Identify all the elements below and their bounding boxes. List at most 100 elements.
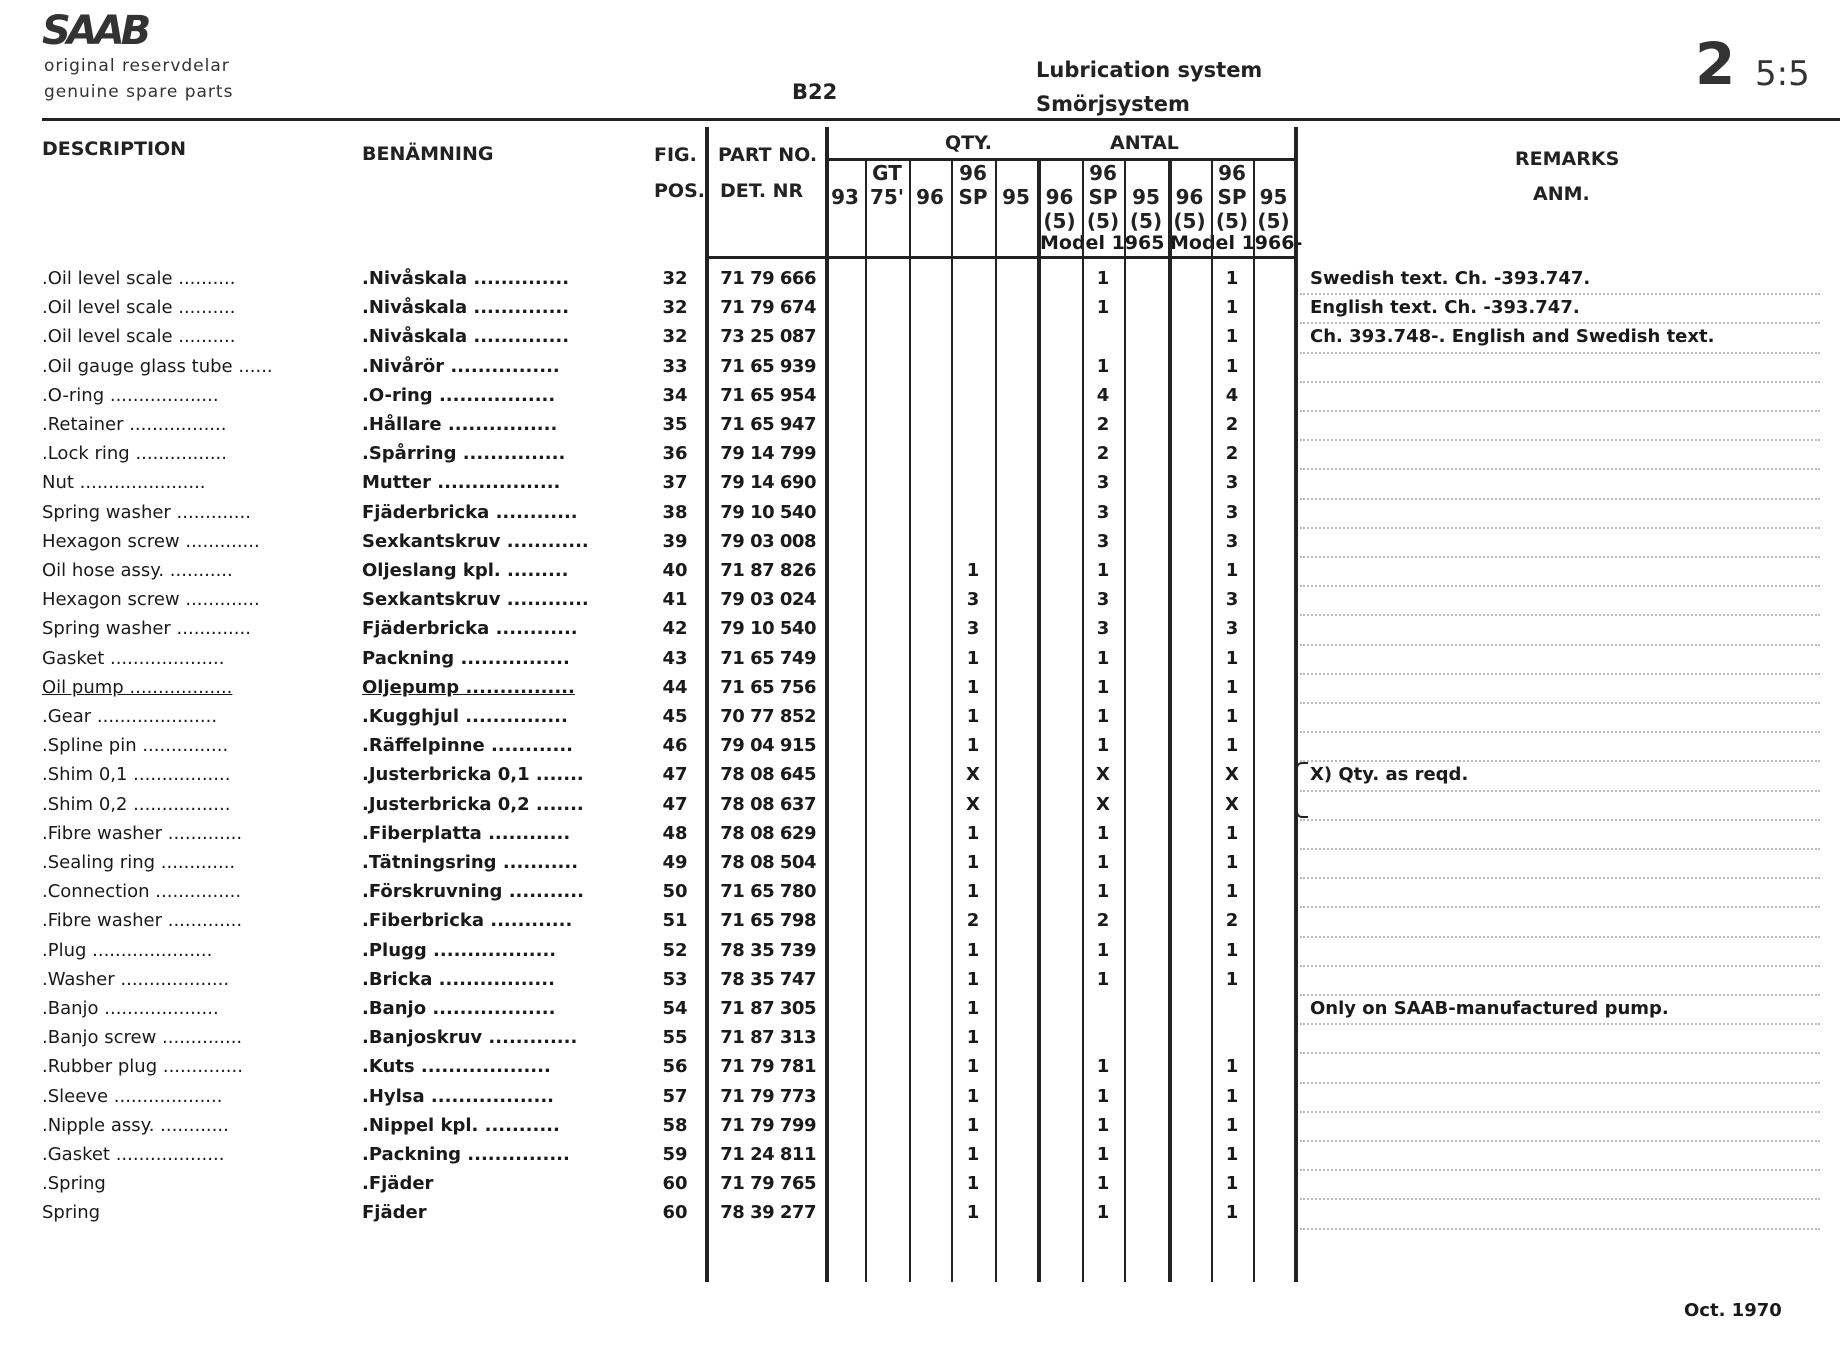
qty-col-header-mid: 96: [916, 185, 944, 209]
remark: Ch. 393.748-. English and Swedish text.: [1310, 326, 1715, 348]
qty-col-header-bot: (5): [1043, 209, 1076, 233]
quantity: 1: [1225, 647, 1239, 669]
quantity: 3: [966, 589, 980, 611]
description: .Oil level scale ..........: [42, 268, 236, 289]
table-row: Spring washer ............. Fjäderbricka …: [0, 618, 1840, 647]
table-row: .Plug ..................... .Plugg ......…: [0, 940, 1840, 969]
quantity: X: [966, 793, 980, 815]
remark-dotted-line: [1300, 555, 1820, 558]
page-group: 2: [1695, 30, 1736, 98]
table-row: .Nipple assy. ............ .Nippel kpl. .…: [0, 1115, 1840, 1144]
quantity: 1: [1225, 1114, 1239, 1136]
qty-col-header-mid: 95: [1132, 185, 1160, 209]
quantity: 1: [1225, 676, 1239, 698]
quantity: 3: [1225, 501, 1239, 523]
part-number: 79 14 799: [720, 443, 816, 465]
quantity: 1: [966, 1144, 980, 1165]
remark-dotted-line: [1300, 1198, 1820, 1201]
description: Spring: [42, 1202, 101, 1224]
column-divider: [909, 158, 911, 1282]
remark-dotted-line: [1300, 439, 1820, 442]
quantity: 2: [1096, 910, 1110, 932]
subtitle-original: original reservdelar: [44, 56, 230, 76]
remark: Swedish text. Ch. -393.747.: [1310, 268, 1591, 289]
benamning: .Spårring ...............: [362, 443, 566, 465]
quantity: 3: [1096, 530, 1110, 552]
benamning: Fjäderbricka ............: [362, 501, 578, 523]
remark-dotted-line: [1300, 847, 1820, 850]
quantity: 3: [966, 618, 980, 640]
quantity: 2: [1096, 414, 1110, 435]
qty-col-header-mid: 95: [1259, 185, 1288, 209]
col-qty: QTY.: [945, 132, 992, 154]
benamning: .Banjo ..................: [362, 998, 556, 1019]
quantity: 1: [1096, 647, 1110, 669]
part-number: 71 79 799: [720, 1114, 816, 1136]
qty-col-header-bot: (5): [1129, 209, 1163, 233]
benamning: Mutter ..................: [362, 472, 561, 494]
table-row: Nut ...................... Mutter .......…: [0, 472, 1840, 501]
quantity: 1: [1096, 968, 1110, 990]
fig-pos: 34: [662, 384, 688, 406]
quantity: 1: [1096, 355, 1110, 377]
quantity: 1: [966, 939, 980, 961]
table-row: .Gear ..................... .Kugghjul ...…: [0, 706, 1840, 735]
remark-dotted-line: [1300, 964, 1820, 967]
description: Hexagon screw .............: [42, 530, 260, 552]
column-divider: [995, 158, 997, 1282]
fig-pos: 38: [662, 501, 688, 523]
part-number: 78 39 277: [720, 1202, 816, 1224]
benamning: .Fjäder: [362, 1173, 434, 1195]
description: .Shim 0,2 .................: [42, 793, 231, 815]
benamning: .O-ring .................: [362, 384, 556, 406]
remark: English text. Ch. -393.747.: [1310, 297, 1580, 319]
column-divider: [865, 158, 867, 1282]
fig-pos: 49: [662, 852, 688, 873]
remark-dotted-line: [1300, 672, 1820, 675]
quantity: 1: [966, 735, 980, 757]
fig-pos: 54: [662, 998, 688, 1019]
fig-pos: 43: [662, 647, 688, 669]
remark-dotted-line: [1300, 585, 1820, 588]
table-row: Oil pump .................. Oljepump ....…: [0, 677, 1840, 706]
table-row: .Spring .Fjäder 60 71 79 765 1 1 1: [0, 1173, 1840, 1202]
benamning: .Kuts ...................: [362, 1056, 551, 1078]
quantity: 3: [1096, 618, 1110, 640]
quantity: 1: [1096, 939, 1110, 961]
quantity: 1: [966, 1027, 980, 1049]
quantity: 1: [966, 1173, 980, 1195]
quantity: 1: [1096, 1085, 1110, 1107]
quantity: 1: [966, 1114, 980, 1136]
col-description: DESCRIPTION: [42, 138, 187, 160]
part-number: 71 87 305: [720, 998, 816, 1019]
benamning: Sexkantskruv ............: [362, 530, 589, 552]
benamning: .Tätningsring ...........: [362, 852, 579, 873]
table-row: Spring washer ............. Fjäderbricka …: [0, 502, 1840, 531]
fig-pos: 40: [662, 560, 688, 581]
fig-pos: 52: [662, 939, 688, 961]
part-number: 71 79 674: [720, 297, 816, 319]
fig-pos: 53: [662, 968, 688, 990]
qty-col-header-mid: SP: [1088, 185, 1118, 209]
table-row: .Shim 0,2 ................. .Justerbricka…: [0, 794, 1840, 823]
quantity: 1: [966, 706, 980, 727]
qty-col-header-bot: (5): [1257, 209, 1290, 233]
quantity: 1: [1225, 852, 1239, 873]
benamning: .Nippel kpl. ...........: [362, 1114, 560, 1136]
quantity: 2: [1225, 910, 1239, 932]
quantity: 3: [1225, 472, 1239, 494]
quantity: 1: [966, 998, 980, 1019]
col-det-nr: DET. NR: [720, 180, 804, 202]
quantity: 4: [1225, 384, 1239, 406]
remark-dotted-line: [1300, 1227, 1820, 1230]
description: .Oil gauge glass tube ......: [42, 355, 273, 377]
quantity: 3: [1096, 472, 1110, 494]
fig-pos: 59: [662, 1144, 688, 1165]
quantity: 3: [1096, 501, 1110, 523]
remark-dotted-line: [1300, 877, 1820, 880]
benamning: Fjäderbricka ............: [362, 618, 578, 640]
quantity: 1: [1096, 1144, 1110, 1165]
quantity: 1: [966, 852, 980, 873]
description: .Rubber plug ..............: [42, 1056, 243, 1078]
quantity: 1: [1225, 881, 1239, 903]
